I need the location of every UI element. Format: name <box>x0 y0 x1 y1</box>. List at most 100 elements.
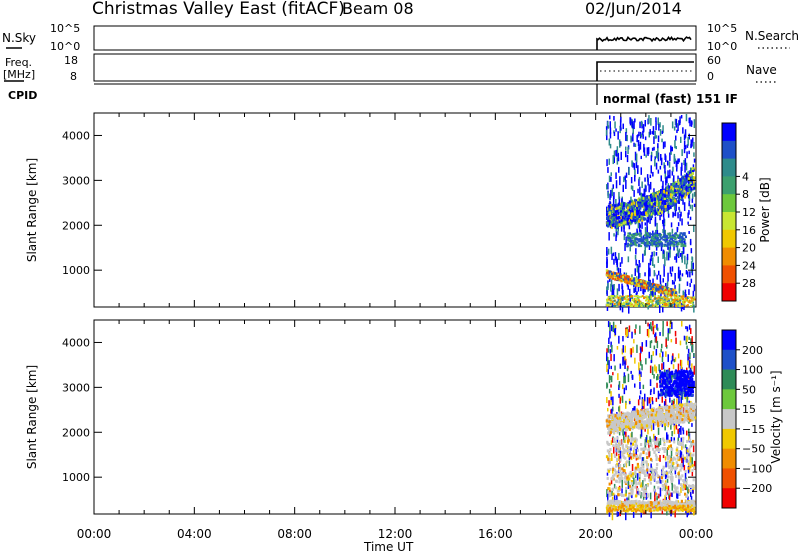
data-cell <box>619 296 622 299</box>
data-cell <box>645 442 648 446</box>
data-cell <box>630 214 633 218</box>
data-cell <box>680 211 682 217</box>
data-cell <box>660 286 663 289</box>
data-cell <box>645 437 647 443</box>
data-cell <box>653 136 655 144</box>
data-cell <box>659 304 661 313</box>
data-cell <box>690 454 693 457</box>
data-cell <box>667 252 670 261</box>
data-cell <box>640 167 642 175</box>
data-cell <box>656 238 659 240</box>
data-cell <box>640 133 643 138</box>
data-cell <box>667 354 669 362</box>
data-cell <box>677 190 680 194</box>
data-cell <box>616 157 619 165</box>
data-cell <box>660 189 662 192</box>
data-cell <box>677 428 679 434</box>
data-cell <box>618 139 621 145</box>
data-cell <box>652 422 655 430</box>
data-cell <box>609 222 612 226</box>
data-cell <box>613 423 616 427</box>
data-cell <box>622 356 624 366</box>
data-cell <box>665 413 668 417</box>
data-cell <box>661 210 664 214</box>
data-cell <box>631 212 633 216</box>
data-cell <box>664 406 667 410</box>
data-cell <box>663 250 666 258</box>
data-cell <box>687 189 690 193</box>
data-cell <box>679 120 681 126</box>
data-cell <box>673 212 675 217</box>
data-cell <box>629 203 632 207</box>
data-cell <box>631 431 633 440</box>
data-cell <box>631 277 634 280</box>
data-cell <box>635 248 637 255</box>
data-cell <box>648 216 651 219</box>
data-cell <box>611 203 614 207</box>
data-cell <box>683 232 686 235</box>
data-cell <box>613 150 616 158</box>
data-cell <box>684 444 687 449</box>
data-cell <box>629 301 632 304</box>
data-cell <box>682 299 685 302</box>
data-cell <box>609 299 612 302</box>
data-cell <box>688 400 690 405</box>
data-cell <box>666 207 669 210</box>
data-cell <box>636 473 639 481</box>
data-cell <box>622 501 625 505</box>
data-cell <box>613 417 616 421</box>
data-cell <box>662 251 664 260</box>
data-cell <box>630 220 633 224</box>
data-cell <box>612 372 614 376</box>
data-cell <box>643 188 645 198</box>
data-cell <box>680 425 682 435</box>
data-cell <box>666 243 669 246</box>
data-cell <box>638 176 641 181</box>
data-cell <box>618 454 620 461</box>
data-cell <box>655 243 658 246</box>
data-cell <box>661 356 664 363</box>
data-cell <box>643 250 646 256</box>
data-cell <box>673 235 676 238</box>
data-cell <box>617 214 620 218</box>
data-cell <box>659 281 662 285</box>
data-cell <box>676 463 679 467</box>
data-cell <box>682 199 684 205</box>
data-cell <box>609 143 612 149</box>
data-cell <box>682 427 684 431</box>
data-cell <box>662 125 664 133</box>
data-cell <box>621 257 623 264</box>
data-cell <box>626 206 629 210</box>
data-cell <box>625 132 627 141</box>
data-cell <box>657 407 660 411</box>
data-cell <box>623 275 626 279</box>
data-cell <box>675 253 678 263</box>
freq-label-2: [MHz] <box>3 68 35 81</box>
data-cell <box>642 447 645 451</box>
data-cell <box>646 235 649 238</box>
data-cell <box>673 202 676 206</box>
data-cell <box>645 280 648 284</box>
data-cell <box>649 269 651 277</box>
data-cell <box>616 216 619 220</box>
data-cell <box>656 323 658 330</box>
data-cell <box>684 164 686 173</box>
data-cell <box>606 261 608 269</box>
data-cell <box>690 139 692 148</box>
data-cell <box>627 237 630 239</box>
data-cell <box>684 129 687 138</box>
data-cell <box>673 184 676 188</box>
data-cell <box>654 297 657 300</box>
data-cell <box>657 296 660 299</box>
colorbar-swatch <box>722 140 736 160</box>
data-cell <box>632 132 634 142</box>
data-cell <box>611 295 614 298</box>
data-cell <box>673 300 676 303</box>
data-cell <box>617 153 620 161</box>
data-cell <box>661 447 664 451</box>
data-cell <box>623 209 626 213</box>
data-cell <box>662 229 664 234</box>
data-cell <box>670 202 673 205</box>
data-cell <box>656 440 659 444</box>
data-cell <box>619 363 622 369</box>
